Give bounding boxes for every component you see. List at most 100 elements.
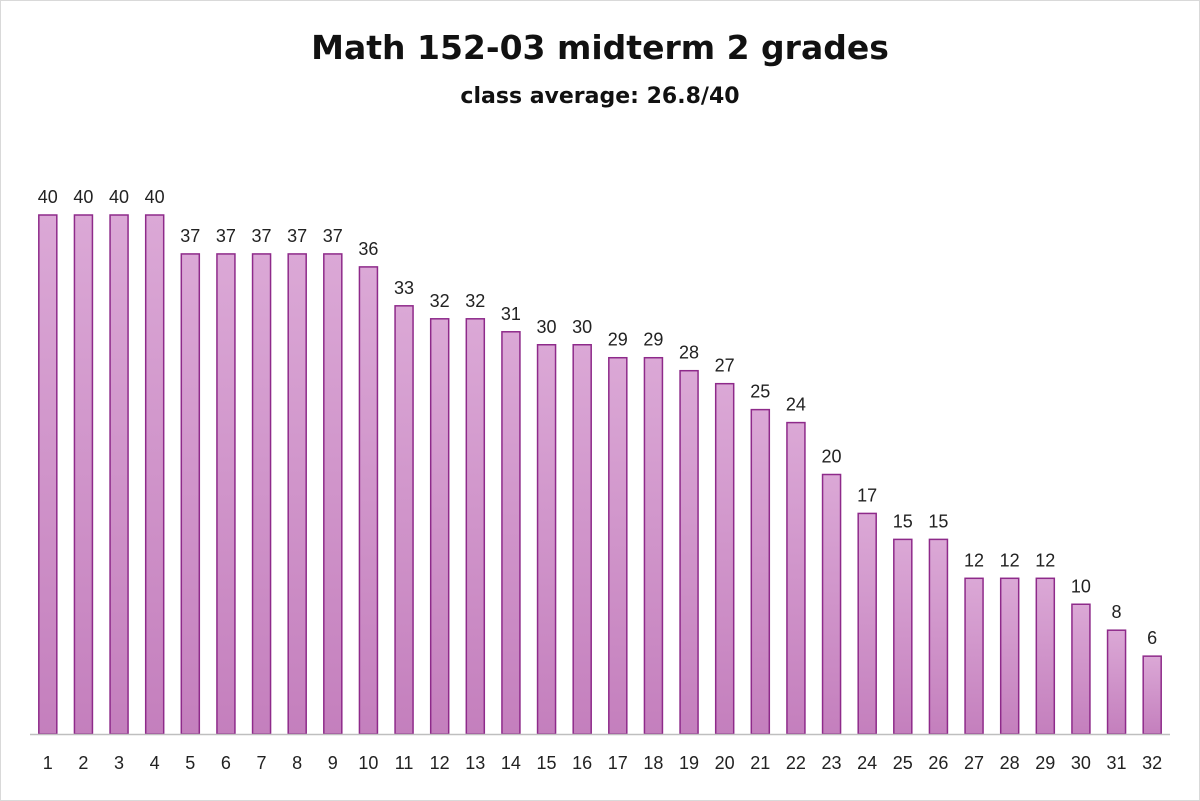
- bar-15: [536, 344, 557, 735]
- x-tick-label-20: 20: [715, 753, 735, 773]
- x-tick-label-19: 19: [679, 753, 699, 773]
- data-label-3: 40: [109, 187, 129, 207]
- data-label-17: 29: [608, 330, 628, 350]
- x-tick-label-29: 29: [1035, 753, 1055, 773]
- x-tick-label-2: 2: [78, 753, 88, 773]
- bars-group: [38, 214, 1162, 735]
- data-label-27: 12: [964, 550, 984, 570]
- x-tick-label-12: 12: [430, 753, 450, 773]
- x-tick-label-31: 31: [1107, 753, 1127, 773]
- data-label-32: 6: [1147, 628, 1157, 648]
- x-tick-label-8: 8: [292, 753, 302, 773]
- data-label-10: 36: [358, 239, 378, 259]
- x-tick-label-24: 24: [857, 753, 877, 773]
- data-label-31: 8: [1112, 602, 1122, 622]
- chart-title: Math 152-03 midterm 2 grades: [311, 28, 889, 67]
- data-label-9: 37: [323, 226, 343, 246]
- x-tick-label-11: 11: [395, 753, 414, 773]
- x-tick-label-6: 6: [221, 753, 231, 773]
- bar-9: [323, 253, 343, 735]
- bar-2: [73, 214, 94, 735]
- bar-10: [358, 266, 379, 735]
- bar-1: [38, 214, 58, 735]
- bar-20: [714, 382, 735, 735]
- x-tick-label-28: 28: [1000, 753, 1020, 773]
- bar-23: [821, 473, 842, 735]
- bar-14: [501, 331, 521, 735]
- x-tick-label-13: 13: [465, 753, 485, 773]
- data-label-16: 30: [572, 317, 592, 337]
- bar-16: [572, 344, 592, 735]
- bar-8: [287, 253, 307, 735]
- x-tick-label-21: 21: [750, 753, 770, 773]
- data-label-21: 25: [750, 382, 770, 402]
- data-label-4: 40: [145, 187, 165, 207]
- data-label-7: 37: [252, 226, 272, 246]
- data-label-19: 28: [679, 343, 699, 363]
- data-label-22: 24: [786, 395, 806, 415]
- x-tick-label-22: 22: [786, 753, 806, 773]
- data-label-5: 37: [180, 226, 200, 246]
- x-tick-label-14: 14: [501, 753, 521, 773]
- bar-12: [429, 318, 450, 735]
- bar-31: [1106, 629, 1127, 735]
- bar-22: [786, 421, 806, 735]
- bar-27: [964, 577, 984, 735]
- data-label-29: 12: [1035, 550, 1055, 570]
- data-label-14: 31: [501, 304, 521, 324]
- x-tick-label-18: 18: [643, 753, 663, 773]
- x-tick-label-16: 16: [572, 753, 592, 773]
- data-label-24: 17: [857, 485, 877, 505]
- bar-4: [144, 214, 165, 735]
- data-label-23: 20: [822, 447, 842, 467]
- data-label-1: 40: [38, 187, 58, 207]
- bar-32: [1142, 655, 1162, 735]
- data-labels-group: 40 40 40 40 37 37 37 37 37 36 33 32 32 31 30 30 29 29 28 27…: [38, 187, 1157, 648]
- bar-18: [643, 356, 664, 735]
- x-tick-label-5: 5: [185, 753, 195, 773]
- x-tick-label-3: 3: [114, 753, 124, 773]
- bar-24: [857, 512, 877, 735]
- x-tick-label-26: 26: [928, 753, 948, 773]
- data-label-26: 15: [928, 511, 948, 531]
- data-label-15: 30: [537, 317, 557, 337]
- bar-26: [928, 538, 949, 735]
- x-tick-label-30: 30: [1071, 753, 1091, 773]
- bar-13: [465, 318, 486, 735]
- data-label-25: 15: [893, 511, 913, 531]
- bar-30: [1071, 603, 1091, 735]
- bar-3: [109, 214, 129, 735]
- x-tick-label-23: 23: [822, 753, 842, 773]
- bar-21: [750, 408, 771, 735]
- x-tick-label-9: 9: [328, 753, 338, 773]
- bar-29: [1035, 577, 1056, 735]
- chart-subtitle: class average: 26.8/40: [460, 84, 740, 109]
- x-tick-label-17: 17: [608, 753, 628, 773]
- data-label-30: 10: [1071, 576, 1091, 596]
- bar-7: [251, 253, 272, 735]
- x-tick-labels-group: 1 2 3 4 5 6 7 8 9 10 11 12 13 14 15 16 17 18 19 20 21 22 23 24 2…: [43, 753, 1162, 773]
- x-tick-label-32: 32: [1142, 753, 1162, 773]
- bar-17: [608, 356, 628, 735]
- data-label-20: 27: [715, 356, 735, 376]
- data-label-2: 40: [73, 187, 93, 207]
- x-tick-label-4: 4: [150, 753, 160, 773]
- data-label-18: 29: [643, 330, 663, 350]
- bar-5: [180, 253, 201, 735]
- data-label-28: 12: [1000, 550, 1020, 570]
- bar-19: [679, 369, 699, 735]
- x-tick-label-27: 27: [964, 753, 984, 773]
- data-label-13: 32: [465, 291, 485, 311]
- data-label-11: 33: [394, 278, 414, 298]
- data-label-8: 37: [287, 226, 307, 246]
- bar-25: [893, 538, 913, 735]
- bar-11: [394, 305, 414, 735]
- data-label-6: 37: [216, 226, 236, 246]
- x-tick-label-10: 10: [358, 753, 378, 773]
- x-tick-label-25: 25: [893, 753, 913, 773]
- bar-28: [999, 577, 1020, 735]
- x-tick-label-15: 15: [537, 753, 557, 773]
- data-label-12: 32: [430, 291, 450, 311]
- x-tick-label-1: 1: [43, 753, 53, 773]
